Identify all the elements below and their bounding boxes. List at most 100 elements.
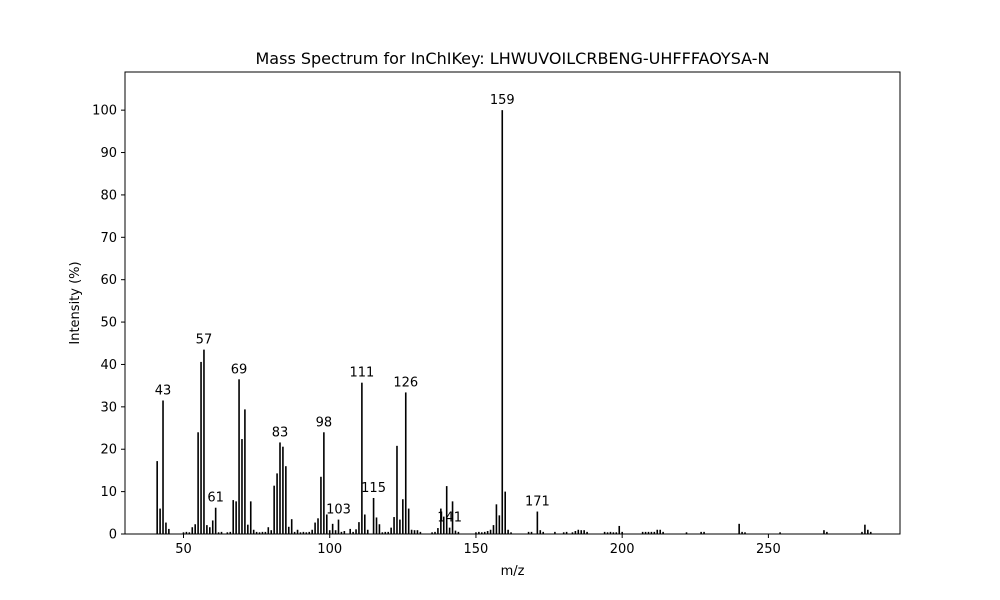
x-tick-label: 150	[464, 542, 489, 557]
peak-bar	[264, 531, 267, 534]
peak-bar	[235, 501, 237, 534]
peak-bar	[317, 518, 319, 534]
peak-bar	[779, 532, 781, 534]
peak-labels: 43 57 61 69 83 98 103 111 115 126 141 159 171	[155, 93, 550, 525]
peak-bar	[580, 530, 583, 534]
peak-bar	[320, 476, 322, 534]
peak-bar	[606, 532, 609, 534]
peak-bar	[343, 531, 346, 534]
peak-bar	[486, 531, 489, 534]
peak-bar	[404, 392, 407, 534]
peak-bar	[413, 530, 416, 534]
peak-bar	[349, 528, 351, 534]
peak-bar	[586, 531, 588, 534]
peak-bar	[826, 531, 828, 534]
peak-bar	[258, 532, 261, 534]
peak-bar	[659, 529, 661, 534]
peak-bar	[565, 531, 568, 534]
peak-bar	[165, 522, 167, 534]
peak-bar	[445, 486, 448, 534]
peak-bar	[209, 527, 211, 534]
peak-bar	[355, 529, 357, 534]
peak-bar	[434, 531, 436, 534]
peak-bar	[285, 466, 287, 534]
peak-bar	[331, 523, 334, 534]
peak-bars	[156, 110, 872, 535]
peak-bar	[437, 528, 439, 534]
peak-bar	[869, 531, 872, 534]
peak-bar	[492, 525, 495, 534]
peak-bar	[536, 511, 539, 534]
peak-bar	[279, 442, 281, 534]
peak-bar	[396, 445, 398, 534]
peak-bar	[372, 497, 375, 534]
peak-bar	[571, 532, 574, 534]
x-axis-ticks: 50 100 150 200 250	[175, 534, 781, 557]
peak-bar	[340, 531, 343, 534]
peak-bar	[416, 530, 419, 534]
peak-bar	[387, 531, 390, 534]
peak-bar	[744, 532, 746, 534]
peak-bar	[448, 527, 451, 534]
peak-bar	[299, 532, 302, 534]
peak-bar	[244, 409, 246, 534]
peak-label: 43	[155, 383, 172, 398]
peak-bar	[290, 519, 293, 534]
peak-bar	[182, 532, 185, 534]
peak-bar	[361, 382, 363, 534]
peak-bar	[296, 529, 299, 534]
peak-bar	[226, 532, 229, 534]
peak-bar	[656, 529, 659, 534]
peak-label: 111	[349, 366, 374, 381]
peak-bar	[653, 531, 656, 534]
peak-bar	[255, 531, 258, 534]
peak-bar	[475, 532, 477, 534]
peak-bar	[364, 514, 366, 534]
peak-bar	[478, 531, 480, 534]
peak-bar	[384, 531, 387, 534]
peak-label: 69	[231, 362, 248, 377]
peak-bar	[358, 522, 360, 534]
peak-bar	[440, 508, 442, 534]
x-tick-label: 250	[756, 542, 781, 557]
peak-label: 141	[437, 511, 462, 526]
peak-bar	[203, 349, 205, 534]
peak-bar	[644, 531, 647, 534]
peak-label: 126	[393, 375, 418, 390]
peak-bar	[615, 532, 618, 534]
peak-bar	[206, 525, 208, 534]
peak-bar	[232, 500, 235, 534]
peak-bar	[442, 516, 445, 534]
peak-bar	[410, 529, 413, 534]
peak-bar	[381, 532, 384, 534]
peak-bar	[197, 432, 199, 534]
y-tick-label: 20	[100, 443, 117, 458]
peak-bar	[334, 530, 337, 534]
peak-bar	[407, 508, 410, 534]
y-tick-label: 70	[100, 231, 117, 246]
peak-bar	[621, 531, 623, 534]
peak-bar	[273, 485, 275, 534]
x-tick-label: 100	[317, 542, 342, 557]
peak-bar	[249, 501, 252, 534]
peak-label: 115	[361, 481, 386, 496]
peak-label: 98	[316, 415, 333, 430]
peak-bar	[217, 532, 220, 534]
peak-bar	[352, 531, 354, 534]
peak-bar	[647, 531, 650, 534]
peak-bar	[554, 531, 556, 534]
peak-label: 159	[490, 93, 515, 108]
peak-label: 61	[207, 491, 224, 506]
y-tick-label: 50	[100, 316, 117, 331]
peak-bar	[612, 532, 615, 534]
peak-bar	[454, 530, 457, 534]
peak-bar	[302, 531, 305, 534]
peak-bar	[609, 531, 612, 534]
peak-bar	[650, 531, 653, 534]
peak-bar	[539, 530, 542, 534]
peak-bar	[703, 531, 705, 534]
peak-bar	[451, 501, 454, 534]
peak-bar	[483, 531, 486, 534]
y-axis-label: Intensity (%)	[68, 261, 83, 344]
y-tick-label: 80	[100, 188, 117, 203]
